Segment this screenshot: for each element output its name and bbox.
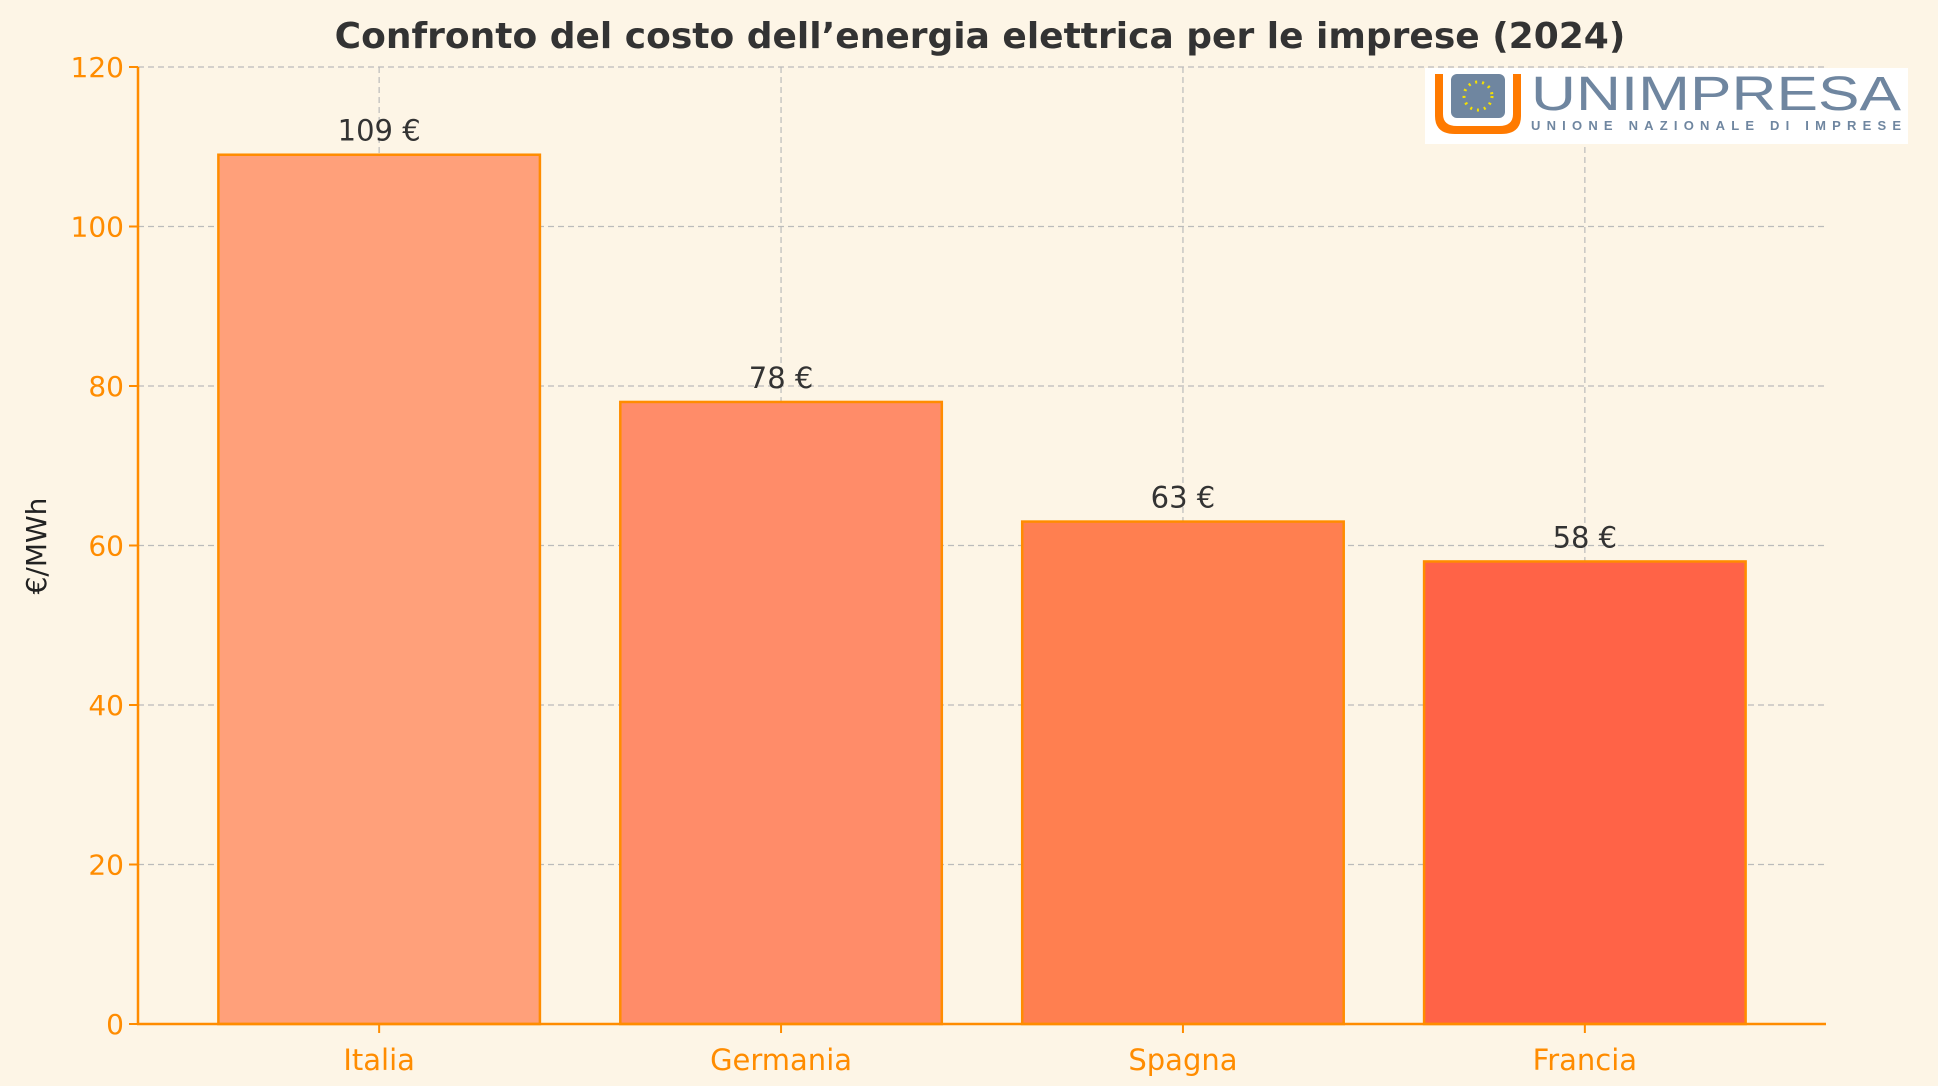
- x-tick-label: Spagna: [1128, 1043, 1237, 1077]
- y-tick-label: 60: [88, 530, 124, 563]
- y-tick-label: 20: [88, 849, 124, 882]
- y-tick-label: 80: [88, 370, 124, 403]
- x-tick-label: Germania: [710, 1043, 852, 1077]
- unimpresa-logo: UNIMPRESA UNIONE NAZIONALE DI IMPRESE: [1425, 68, 1908, 144]
- bar-germania: [619, 400, 944, 1026]
- svg-text:UNIMPRESA: UNIMPRESA: [1531, 68, 1901, 121]
- data-label: 63 €: [1151, 481, 1216, 515]
- axes: 0 20 40 60 80 100 120 Italia Germania Spagna Franc…: [71, 51, 1826, 1077]
- y-axis-label: €/MWh: [20, 498, 53, 595]
- y-tick-label: 0: [106, 1008, 124, 1041]
- y-tick-label: 120: [71, 51, 124, 84]
- x-tick-label: Italia: [343, 1043, 415, 1077]
- y-tick-label: 40: [88, 689, 124, 722]
- data-label: 78 €: [749, 361, 814, 395]
- data-label: 58 €: [1553, 520, 1618, 554]
- bar-spagna: [1020, 520, 1345, 1026]
- chart-title: Confronto del costo dell’energia elettri…: [335, 16, 1626, 57]
- bar-italia: [217, 153, 542, 1026]
- y-tick-label: 100: [71, 211, 124, 244]
- data-label: 109 €: [338, 114, 421, 148]
- bar-francia: [1422, 560, 1747, 1026]
- logo-mark-icon: UNIMPRESA UNIONE NAZIONALE DI IMPRESE: [1435, 68, 1901, 134]
- bars: 109 € 78 € 63 € 58 €: [217, 114, 1747, 1026]
- x-tick-label: Francia: [1533, 1043, 1637, 1077]
